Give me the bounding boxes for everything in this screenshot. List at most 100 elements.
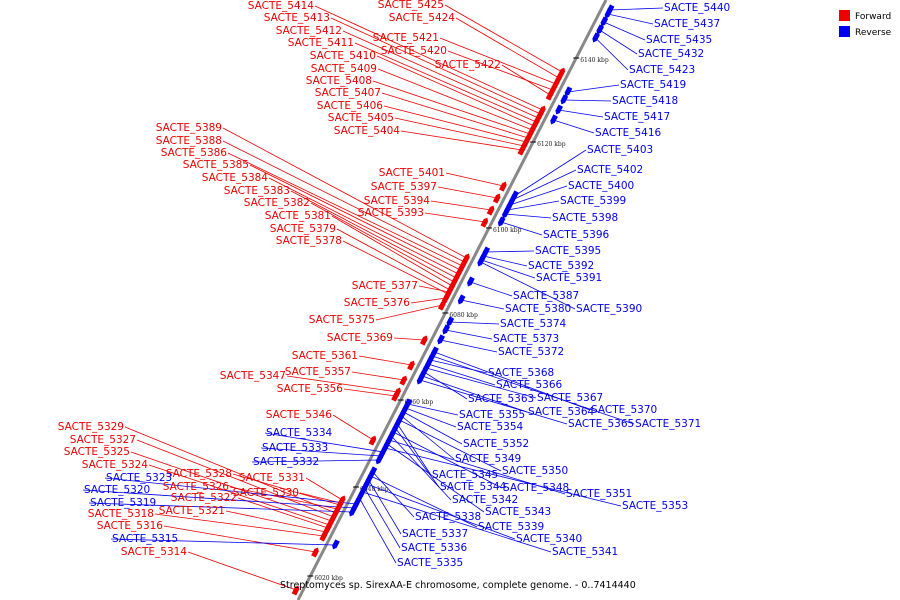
reverse-gene-feature[interactable] [559, 94, 569, 105]
reverse-gene-label[interactable]: SACTE_5440 [664, 2, 730, 14]
forward-gene-label[interactable]: SACTE_5381 [265, 210, 331, 222]
reverse-gene-label[interactable]: SACTE_5338 [415, 511, 481, 523]
forward-gene-label[interactable]: SACTE_5384 [202, 172, 269, 184]
reverse-gene-feature[interactable] [501, 208, 510, 219]
forward-gene-label[interactable]: SACTE_5316 [97, 520, 164, 532]
forward-gene-feature[interactable] [492, 192, 502, 204]
reverse-gene-label[interactable]: SACTE_5342 [452, 494, 518, 506]
forward-gene-label[interactable]: SACTE_5369 [327, 332, 393, 344]
forward-gene-feature[interactable] [419, 334, 429, 346]
forward-gene-label[interactable]: SACTE_5409 [311, 63, 377, 75]
reverse-gene-label[interactable]: SACTE_5387 [513, 290, 579, 302]
forward-gene-label[interactable]: SACTE_5406 [317, 100, 384, 112]
forward-gene-feature[interactable] [319, 530, 328, 542]
forward-gene-feature[interactable] [407, 359, 416, 371]
forward-gene-label[interactable]: SACTE_5410 [310, 50, 376, 62]
reverse-gene-feature[interactable] [603, 8, 613, 19]
reverse-gene-label[interactable]: SACTE_5371 [635, 418, 701, 430]
forward-gene-label[interactable]: SACTE_5408 [306, 75, 372, 87]
reverse-gene-feature[interactable] [445, 316, 455, 327]
reverse-gene-label[interactable]: SACTE_5363 [468, 393, 534, 405]
forward-gene-label[interactable]: SACTE_5407 [315, 87, 381, 99]
forward-gene-label[interactable]: SACTE_5346 [266, 409, 333, 421]
forward-gene-label[interactable]: SACTE_5386 [161, 147, 228, 159]
reverse-gene-feature[interactable] [497, 216, 506, 227]
forward-gene-label[interactable]: SACTE_5401 [379, 167, 445, 179]
reverse-gene-label[interactable]: SACTE_5380 [505, 303, 571, 315]
reverse-gene-label[interactable]: SACTE_5366 [496, 379, 563, 391]
forward-gene-feature[interactable] [437, 299, 447, 311]
forward-gene-feature[interactable] [480, 216, 490, 228]
forward-gene-label[interactable]: SACTE_5389 [156, 122, 222, 134]
reverse-gene-label[interactable]: SACTE_5370 [591, 404, 657, 416]
forward-gene-label[interactable]: SACTE_5413 [264, 12, 330, 24]
reverse-gene-feature[interactable] [456, 294, 466, 305]
reverse-gene-label[interactable]: SACTE_5365 [568, 418, 634, 430]
forward-gene-label[interactable]: SACTE_5377 [352, 280, 418, 292]
reverse-gene-label[interactable]: SACTE_5335 [397, 557, 463, 569]
reverse-gene-label[interactable]: SACTE_5372 [498, 346, 564, 358]
reverse-gene-label[interactable]: SACTE_5435 [646, 34, 712, 46]
reverse-gene-feature[interactable] [554, 104, 564, 115]
reverse-gene-label[interactable]: SACTE_5437 [654, 18, 720, 30]
reverse-gene-label[interactable]: SACTE_5343 [485, 506, 551, 518]
reverse-gene-label[interactable]: SACTE_5391 [536, 272, 602, 284]
reverse-gene-feature[interactable] [436, 334, 445, 345]
reverse-gene-label[interactable]: SACTE_5333 [262, 442, 328, 454]
forward-gene-feature[interactable] [336, 497, 345, 509]
reverse-gene-feature[interactable] [415, 374, 425, 385]
reverse-gene-label[interactable]: SACTE_5374 [500, 318, 567, 330]
reverse-gene-feature[interactable] [374, 454, 384, 465]
forward-gene-label[interactable]: SACTE_5375 [309, 314, 375, 326]
forward-gene-feature[interactable] [499, 180, 508, 192]
reverse-gene-label[interactable]: SACTE_5353 [622, 500, 688, 512]
reverse-gene-feature[interactable] [595, 24, 605, 35]
forward-gene-label[interactable]: SACTE_5383 [224, 185, 290, 197]
reverse-gene-label[interactable]: SACTE_5418 [612, 95, 678, 107]
forward-gene-label[interactable]: SACTE_5405 [328, 112, 394, 124]
reverse-gene-label[interactable]: SACTE_5399 [560, 195, 626, 207]
reverse-gene-label[interactable]: SACTE_5402 [577, 164, 643, 176]
forward-gene-feature[interactable] [368, 434, 378, 446]
reverse-gene-label[interactable]: SACTE_5334 [266, 427, 333, 439]
forward-gene-label[interactable]: SACTE_5326 [163, 481, 230, 493]
reverse-gene-label[interactable]: SACTE_5355 [459, 409, 525, 421]
reverse-gene-feature[interactable] [466, 276, 475, 287]
reverse-gene-label[interactable]: SACTE_5315 [112, 533, 178, 545]
forward-gene-label[interactable]: SACTE_5361 [292, 350, 358, 362]
reverse-gene-feature[interactable] [549, 114, 558, 125]
forward-gene-feature[interactable] [441, 292, 451, 304]
reverse-gene-label[interactable]: SACTE_5417 [604, 111, 670, 123]
forward-gene-label[interactable]: SACTE_5356 [277, 383, 344, 395]
reverse-gene-label[interactable]: SACTE_5390 [576, 303, 642, 315]
reverse-gene-label[interactable]: SACTE_5398 [552, 212, 618, 224]
forward-gene-label[interactable]: SACTE_5329 [58, 421, 124, 433]
forward-gene-label[interactable]: SACTE_5347 [220, 370, 286, 382]
forward-gene-label[interactable]: SACTE_5331 [239, 472, 305, 484]
reverse-gene-feature[interactable] [348, 506, 357, 517]
reverse-gene-feature[interactable] [563, 86, 573, 97]
reverse-gene-label[interactable]: SACTE_5364 [528, 406, 595, 418]
forward-gene-label[interactable]: SACTE_5385 [183, 159, 249, 171]
reverse-gene-label[interactable]: SACTE_5351 [566, 488, 632, 500]
forward-gene-label[interactable]: SACTE_5414 [248, 0, 315, 12]
forward-gene-label[interactable]: SACTE_5378 [276, 235, 342, 247]
reverse-gene-label[interactable]: SACTE_5354 [457, 421, 524, 433]
forward-gene-feature[interactable] [291, 584, 301, 596]
forward-gene-label[interactable]: SACTE_5422 [435, 59, 501, 71]
forward-gene-label[interactable]: SACTE_5324 [82, 459, 149, 471]
reverse-gene-feature[interactable] [591, 32, 601, 43]
reverse-gene-label[interactable]: SACTE_5373 [493, 333, 559, 345]
forward-gene-label[interactable]: SACTE_5318 [88, 508, 154, 520]
reverse-gene-label[interactable]: SACTE_5348 [503, 482, 569, 494]
reverse-gene-label[interactable]: SACTE_5432 [638, 48, 704, 60]
forward-gene-label[interactable]: SACTE_5327 [70, 434, 136, 446]
reverse-gene-label[interactable]: SACTE_5344 [440, 481, 507, 493]
reverse-gene-label[interactable]: SACTE_5349 [455, 453, 521, 465]
forward-gene-label[interactable]: SACTE_5420 [381, 45, 447, 57]
forward-gene-label[interactable]: SACTE_5330 [233, 487, 299, 499]
reverse-gene-feature[interactable] [428, 350, 437, 361]
reverse-gene-label[interactable]: SACTE_5396 [543, 229, 610, 241]
reverse-gene-label[interactable]: SACTE_5419 [620, 79, 686, 91]
forward-gene-label[interactable]: SACTE_5388 [156, 135, 222, 147]
